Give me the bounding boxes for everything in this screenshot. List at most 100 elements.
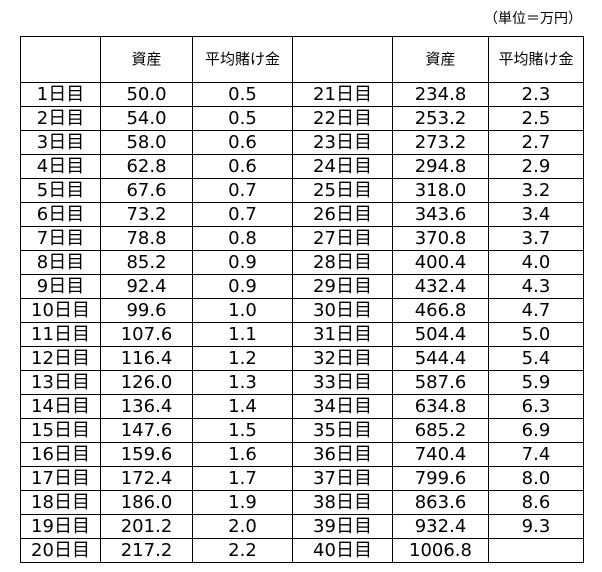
table-row: 7日目 78.8 0.8 27日目 370.8 3.7 <box>20 226 584 251</box>
table-cell: 126.0 <box>100 370 193 395</box>
table-cell: 26日目 <box>292 202 393 227</box>
table-cell: 3日目 <box>20 130 101 155</box>
table-cell: 8.6 <box>488 490 584 515</box>
table-cell: 5.0 <box>488 322 584 347</box>
table-cell: 78.8 <box>100 226 193 251</box>
table-cell: 33日目 <box>292 370 393 395</box>
table-cell: 36日目 <box>292 442 393 467</box>
table-cell: 31日目 <box>292 322 393 347</box>
table-cell <box>488 538 584 563</box>
table-row: 1日目 50.0 0.5 21日目 234.8 2.3 <box>20 82 584 107</box>
table-cell: 136.4 <box>100 394 193 419</box>
table-cell: 186.0 <box>100 490 193 515</box>
table-cell: 685.2 <box>392 418 489 443</box>
table-row: 4日目 62.8 0.6 24日目 294.8 2.9 <box>20 154 584 179</box>
table-cell: 1.4 <box>192 394 293 419</box>
table-cell: 147.6 <box>100 418 193 443</box>
table-cell: 504.4 <box>392 322 489 347</box>
table-cell: 2日目 <box>20 106 101 131</box>
table-cell: 85.2 <box>100 250 193 275</box>
table-row: 6日目 73.2 0.7 26日目 343.6 3.4 <box>20 202 584 227</box>
table-cell: 38日目 <box>292 490 393 515</box>
header-cell: 資産 <box>392 36 489 83</box>
table-cell: 107.6 <box>100 322 193 347</box>
table-cell: 0.5 <box>192 82 293 107</box>
table-cell: 432.4 <box>392 274 489 299</box>
table-cell: 0.9 <box>192 274 293 299</box>
table-cell: 634.8 <box>392 394 489 419</box>
table-cell: 6.3 <box>488 394 584 419</box>
table-cell: 22日目 <box>292 106 393 131</box>
table-cell: 21日目 <box>292 82 393 107</box>
table-row: 10日目 99.6 1.0 30日目 466.8 4.7 <box>20 298 584 323</box>
table-cell: 217.2 <box>100 538 193 563</box>
table-cell: 12日目 <box>20 346 101 371</box>
table-cell: 2.2 <box>192 538 293 563</box>
table-cell: 35日目 <box>292 418 393 443</box>
table-cell: 5日目 <box>20 178 101 203</box>
data-table: 資産 平均賭け金 資産 平均賭け金 1日目 50.0 0.5 21日目 234.8 2.3 2日目 5… <box>20 36 584 563</box>
table-cell: 14日目 <box>20 394 101 419</box>
table-cell: 318.0 <box>392 178 489 203</box>
table-cell: 32日目 <box>292 346 393 371</box>
table-row: 13日目 126.0 1.3 33日目 587.6 5.9 <box>20 370 584 395</box>
table-cell: 13日目 <box>20 370 101 395</box>
table-cell: 2.3 <box>488 82 584 107</box>
table-cell: 799.6 <box>392 466 489 491</box>
table-cell: 201.2 <box>100 514 193 539</box>
table-cell: 863.6 <box>392 490 489 515</box>
table-cell: 2.9 <box>488 154 584 179</box>
table-cell: 1.9 <box>192 490 293 515</box>
table-cell: 3.4 <box>488 202 584 227</box>
table-cell: 932.4 <box>392 514 489 539</box>
table-cell: 0.8 <box>192 226 293 251</box>
header-row: 資産 平均賭け金 資産 平均賭け金 <box>20 36 584 83</box>
table-cell: 4.3 <box>488 274 584 299</box>
table-cell: 2.7 <box>488 130 584 155</box>
table-cell: 2.5 <box>488 106 584 131</box>
table-cell: 30日目 <box>292 298 393 323</box>
table-cell: 16日目 <box>20 442 101 467</box>
table-cell: 92.4 <box>100 274 193 299</box>
table-cell: 24日目 <box>292 154 393 179</box>
table-cell: 273.2 <box>392 130 489 155</box>
table-row: 5日目 67.6 0.7 25日目 318.0 3.2 <box>20 178 584 203</box>
table-cell: 5.4 <box>488 346 584 371</box>
header-cell: 平均賭け金 <box>488 36 584 83</box>
table-row: 3日目 58.0 0.6 23日目 273.2 2.7 <box>20 130 584 155</box>
table-cell: 58.0 <box>100 130 193 155</box>
table-cell: 20日目 <box>20 538 101 563</box>
table-body: 資産 平均賭け金 資産 平均賭け金 1日目 50.0 0.5 21日目 234.8 2.3 2日目 5… <box>20 36 584 563</box>
table-cell: 1.2 <box>192 346 293 371</box>
table-cell: 37日目 <box>292 466 393 491</box>
table-cell: 5.9 <box>488 370 584 395</box>
table-row: 17日目 172.4 1.7 37日目 799.6 8.0 <box>20 466 584 491</box>
table-cell: 1006.8 <box>392 538 489 563</box>
table-cell: 1.1 <box>192 322 293 347</box>
table-cell: 27日目 <box>292 226 393 251</box>
table-cell: 159.6 <box>100 442 193 467</box>
table-cell: 4.7 <box>488 298 584 323</box>
table-cell: 466.8 <box>392 298 489 323</box>
table-cell: 6日目 <box>20 202 101 227</box>
header-cell <box>20 36 101 83</box>
table-cell: 6.9 <box>488 418 584 443</box>
table-cell: 50.0 <box>100 82 193 107</box>
table-cell: 253.2 <box>392 106 489 131</box>
table-cell: 0.6 <box>192 130 293 155</box>
table-cell: 40日目 <box>292 538 393 563</box>
table-cell: 400.4 <box>392 250 489 275</box>
table-cell: 587.6 <box>392 370 489 395</box>
table-cell: 116.4 <box>100 346 193 371</box>
table-cell: 23日目 <box>292 130 393 155</box>
table-cell: 17日目 <box>20 466 101 491</box>
table-cell: 1日目 <box>20 82 101 107</box>
table-cell: 4.0 <box>488 250 584 275</box>
table-cell: 28日目 <box>292 250 393 275</box>
table-row: 9日目 92.4 0.9 29日目 432.4 4.3 <box>20 274 584 299</box>
table-cell: 62.8 <box>100 154 193 179</box>
table-cell: 9.3 <box>488 514 584 539</box>
table-row: 8日目 85.2 0.9 28日目 400.4 4.0 <box>20 250 584 275</box>
header-cell: 平均賭け金 <box>192 36 293 83</box>
